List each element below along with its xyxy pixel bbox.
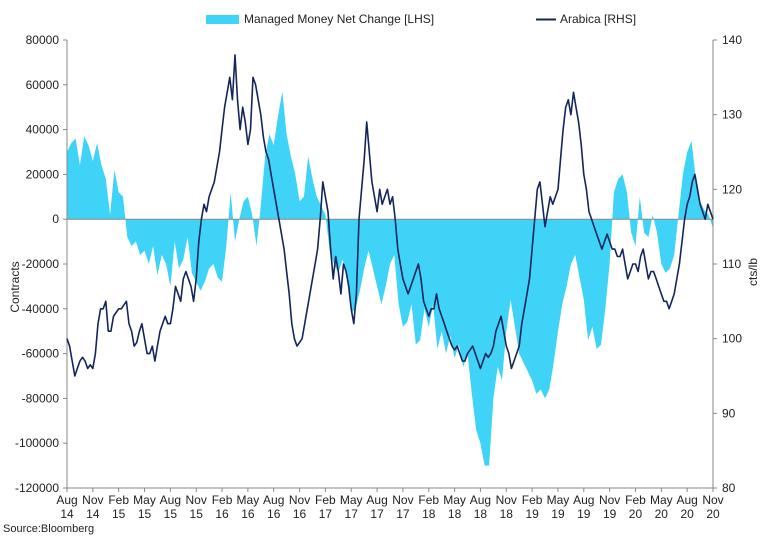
legend-label-line: Arabica [RHS]: [560, 12, 636, 26]
y-right-axis-label: cts/lb: [746, 258, 760, 286]
x-tick-label-year: 15: [112, 507, 126, 521]
y-right-tick-label: 140: [722, 33, 742, 47]
x-tick-label-month: Nov: [82, 493, 103, 507]
x-tick-label-year: 16: [215, 507, 229, 521]
x-tick-label-month: May: [650, 493, 673, 507]
x-tick-label-month: May: [133, 493, 156, 507]
x-tick-label-month: Feb: [418, 493, 439, 507]
x-tick-label-year: 19: [603, 507, 617, 521]
y-left-tick-label: -100000: [15, 436, 59, 450]
y-left-tick-label: 40000: [26, 123, 60, 137]
x-tick-label-year: 18: [422, 507, 436, 521]
x-tick-label-month: Nov: [599, 493, 620, 507]
y-left-tick-label: -120000: [15, 481, 59, 495]
y-left-axis-label: Contracts: [8, 261, 22, 312]
x-tick-label-year: 19: [577, 507, 591, 521]
x-tick-label-year: 17: [370, 507, 384, 521]
legend-swatch-area: [206, 15, 239, 24]
x-tick-label-year: 15: [190, 507, 204, 521]
x-tick-label-year: 15: [164, 507, 178, 521]
x-tick-label-month: Aug: [263, 493, 284, 507]
legend: Managed Money Net Change [LHS] Arabica […: [206, 12, 636, 26]
managed-money-area: [67, 91, 713, 466]
x-tick-label-year: 14: [60, 507, 74, 521]
x-tick-label-month: May: [443, 493, 466, 507]
x-tick-label-month: May: [547, 493, 570, 507]
x-tick-label-month: May: [237, 493, 260, 507]
x-tick-label-month: Nov: [186, 493, 207, 507]
x-tick-label-month: Feb: [315, 493, 336, 507]
x-tick-label-year: 17: [319, 507, 333, 521]
x-tick-label-year: 17: [396, 507, 410, 521]
y-right-tick-label: 90: [722, 406, 736, 420]
x-tick-label-month: Aug: [470, 493, 491, 507]
x-tick-label-month: Aug: [676, 493, 697, 507]
x-tick-label-month: Feb: [522, 493, 543, 507]
x-axis: Aug14Nov14Feb15May15Aug15Nov15Feb16May16…: [56, 488, 724, 521]
x-tick-label-year: 17: [345, 507, 359, 521]
arabica-line: [66, 54, 714, 377]
x-tick-label-year: 14: [86, 507, 100, 521]
y-left-tick-label: 20000: [26, 167, 60, 181]
x-tick-label-year: 16: [267, 507, 281, 521]
x-tick-label-year: 20: [655, 507, 669, 521]
area-series-layer: [67, 91, 713, 466]
x-tick-label-year: 19: [551, 507, 565, 521]
x-tick-label-month: Aug: [573, 493, 594, 507]
x-tick-label-year: 18: [448, 507, 462, 521]
x-tick-label-year: 16: [241, 507, 255, 521]
y-left-tick-label: -20000: [22, 257, 60, 271]
x-tick-label-year: 18: [500, 507, 514, 521]
x-tick-label-month: Feb: [108, 493, 129, 507]
x-tick-label-year: 18: [474, 507, 488, 521]
legend-label-area: Managed Money Net Change [LHS]: [244, 12, 434, 26]
x-tick-label-year: 19: [525, 507, 539, 521]
source-note: Source:Bloomberg: [3, 523, 94, 535]
x-tick-label-month: Aug: [160, 493, 181, 507]
line-series-layer: [66, 54, 714, 377]
y-left-tick-label: 80000: [26, 33, 60, 47]
x-tick-label-month: Nov: [702, 493, 723, 507]
y-right-tick-label: 110: [722, 257, 741, 271]
x-tick-label-month: Nov: [496, 493, 517, 507]
x-tick-label-month: Feb: [625, 493, 646, 507]
x-tick-label-month: Aug: [366, 493, 387, 507]
x-tick-label-month: Feb: [212, 493, 233, 507]
x-tick-label-month: Aug: [56, 493, 77, 507]
y-left-tick-label: -80000: [22, 391, 60, 405]
y-left-tick-label: -40000: [22, 302, 60, 316]
x-tick-label-year: 16: [293, 507, 307, 521]
x-tick-label-month: Nov: [392, 493, 413, 507]
y-right-tick-label: 100: [722, 332, 742, 346]
x-tick-label-year: 20: [629, 507, 643, 521]
right-axis: 140 130 120 110 100 90 80: [713, 33, 742, 495]
y-left-tick-label: 60000: [26, 78, 60, 92]
y-right-tick-label: 80: [722, 481, 736, 495]
x-tick-label-month: Nov: [289, 493, 310, 507]
y-left-tick-label: 0: [52, 212, 59, 226]
y-right-tick-label: 130: [722, 108, 742, 122]
y-right-tick-label: 120: [722, 182, 742, 196]
x-tick-label-month: May: [340, 493, 363, 507]
x-tick-label-year: 20: [680, 507, 694, 521]
x-tick-label-year: 15: [138, 507, 152, 521]
y-left-tick-label: -60000: [22, 347, 60, 361]
x-tick-label-year: 20: [706, 507, 720, 521]
left-axis: 80000 60000 40000 20000 0 -20000 -40000 -60000 -…: [15, 33, 67, 495]
